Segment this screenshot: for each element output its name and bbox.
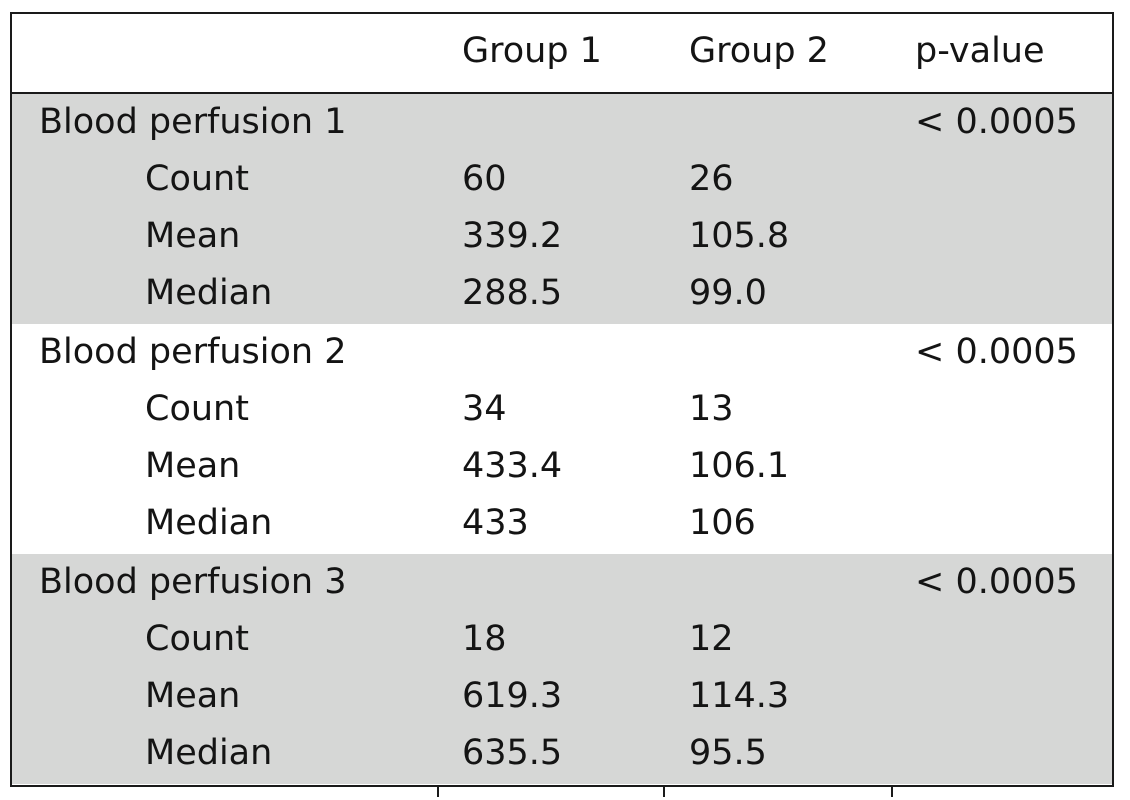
section-p-value: < 0.0005 — [915, 332, 1078, 372]
row-label-count: Count — [145, 619, 249, 659]
cell-group-1: 288.5 — [462, 273, 563, 313]
cell-group-1: 34 — [462, 389, 507, 429]
section-title: Blood perfusion 2 — [39, 332, 347, 372]
cell-group-1: 60 — [462, 159, 507, 199]
header-divider — [12, 92, 1112, 94]
header-group-1: Group 1 — [462, 31, 602, 71]
header-group-2: Group 2 — [689, 31, 829, 71]
column-tick — [663, 787, 665, 797]
section-blood-perfusion-3: Blood perfusion 3 < 0.0005 Count 18 12 M… — [12, 554, 1112, 784]
cell-group-2: 26 — [689, 159, 734, 199]
column-tick — [437, 787, 439, 797]
cell-group-1: 619.3 — [462, 676, 563, 716]
cell-group-1: 339.2 — [462, 216, 563, 256]
row-label-median: Median — [145, 733, 273, 773]
cell-group-2: 106 — [689, 503, 756, 543]
column-tick — [891, 787, 893, 797]
header-p-value: p-value — [915, 31, 1045, 71]
section-p-value: < 0.0005 — [915, 102, 1078, 142]
cell-group-2: 114.3 — [689, 676, 790, 716]
cell-group-1: 433.4 — [462, 446, 563, 486]
cell-group-2: 106.1 — [689, 446, 790, 486]
row-label-mean: Mean — [145, 446, 241, 486]
cell-group-1: 18 — [462, 619, 507, 659]
row-label-median: Median — [145, 503, 273, 543]
results-table: Group 1 Group 2 p-value Blood perfusion … — [10, 12, 1114, 797]
row-label-mean: Mean — [145, 216, 241, 256]
row-label-count: Count — [145, 159, 249, 199]
row-label-count: Count — [145, 389, 249, 429]
section-title: Blood perfusion 3 — [39, 562, 347, 602]
cell-group-2: 12 — [689, 619, 734, 659]
cell-group-2: 95.5 — [689, 733, 767, 773]
table-header: Group 1 Group 2 p-value — [12, 14, 1112, 92]
cell-group-1: 433 — [462, 503, 529, 543]
section-title: Blood perfusion 1 — [39, 102, 347, 142]
cell-group-2: 105.8 — [689, 216, 790, 256]
cell-group-1: 635.5 — [462, 733, 563, 773]
cell-group-2: 99.0 — [689, 273, 767, 313]
cell-group-2: 13 — [689, 389, 734, 429]
section-p-value: < 0.0005 — [915, 562, 1078, 602]
row-label-median: Median — [145, 273, 273, 313]
section-blood-perfusion-1: Blood perfusion 1 < 0.0005 Count 60 26 M… — [12, 94, 1112, 324]
row-label-mean: Mean — [145, 676, 241, 716]
section-blood-perfusion-2: Blood perfusion 2 < 0.0005 Count 34 13 M… — [12, 324, 1112, 554]
